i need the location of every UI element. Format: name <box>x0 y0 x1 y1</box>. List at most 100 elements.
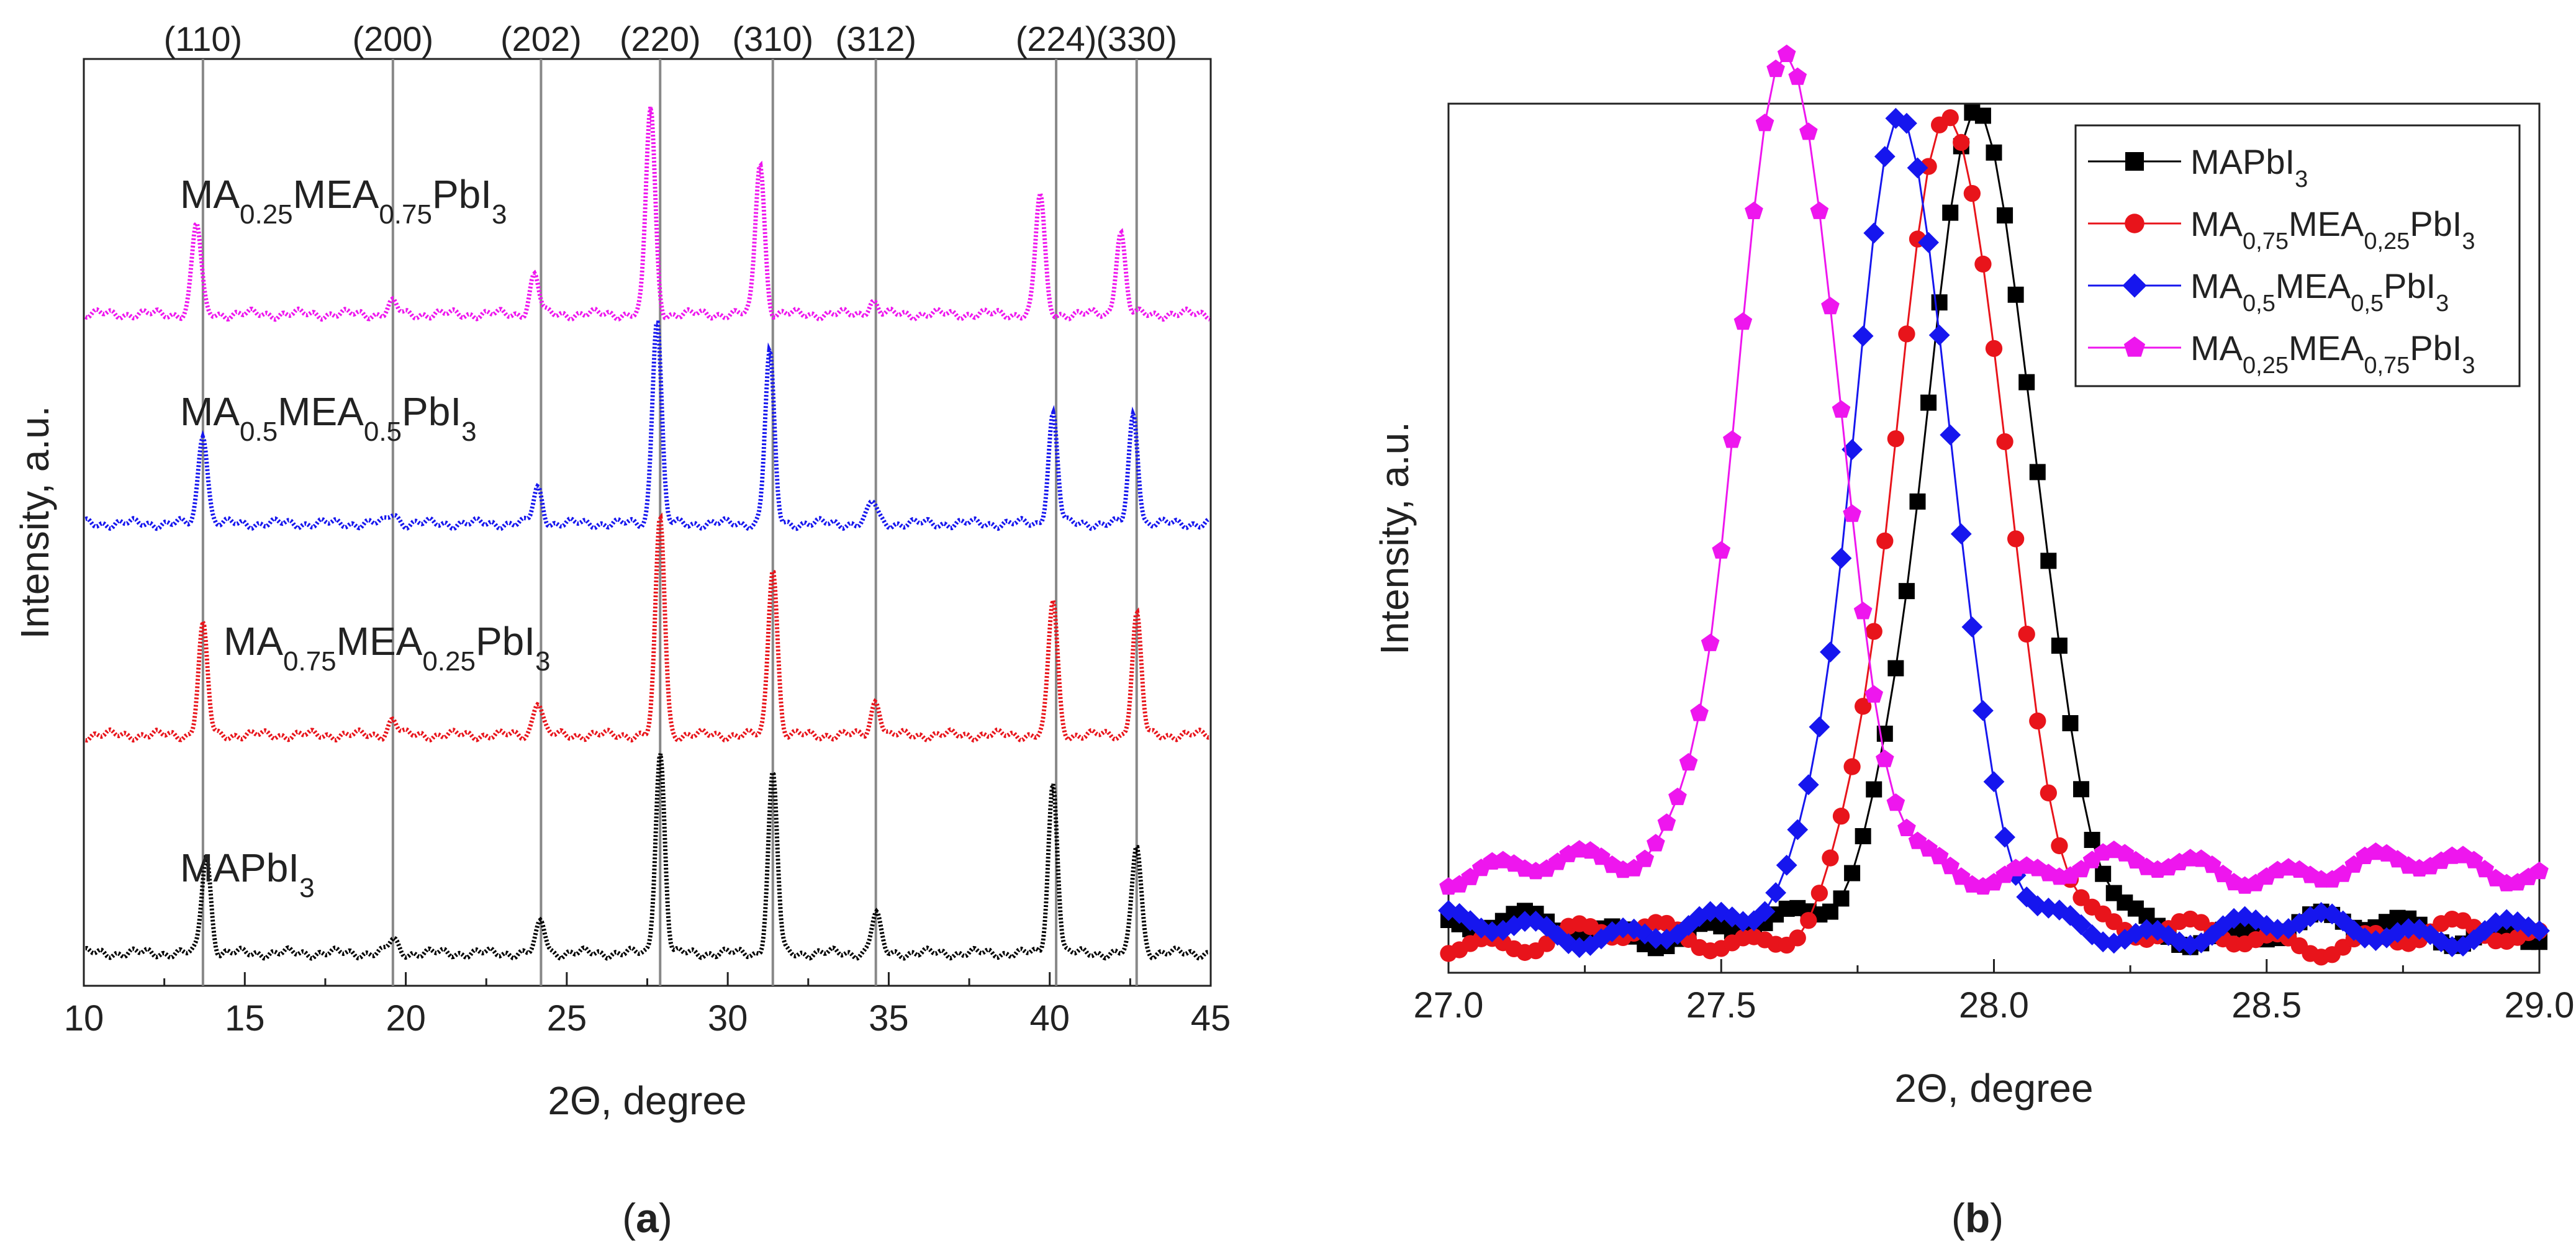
series-a-1: MA0.75MEA0.25PbI3 <box>85 512 1210 743</box>
data-point <box>1930 847 1949 865</box>
label-part-sub1: 0,5 <box>2243 291 2275 317</box>
x-tick-label: 28.5 <box>2231 985 2302 1026</box>
reflection-label: (312) <box>835 19 916 58</box>
data-point <box>2365 930 2387 952</box>
data-point <box>1855 698 1872 715</box>
x-tick-label: 25 <box>547 998 587 1039</box>
data-point <box>1918 232 1939 253</box>
series-a-3: MA0.25MEA0.75PbI3 <box>84 106 1211 322</box>
data-point <box>1942 204 1959 221</box>
data-point <box>1974 107 1991 124</box>
label-part-sub2: 0.25 <box>422 646 476 677</box>
data-point <box>1438 900 1459 921</box>
legend-item: MA0,5MEA0,5PbI3 <box>2088 266 2449 317</box>
data-point <box>1732 911 1754 932</box>
label-part-sub3: 3 <box>492 199 507 230</box>
data-point <box>1547 924 1568 946</box>
data-point <box>1907 157 1928 179</box>
data-point <box>1799 122 1818 140</box>
data-point <box>1973 700 1994 721</box>
data-point <box>1865 623 1882 640</box>
data-point <box>1830 548 1852 569</box>
data-point <box>2496 909 2518 931</box>
legend-label: MA0,25MEA0,75PbI3 <box>2190 328 2475 379</box>
data-point <box>1503 915 1525 937</box>
data-point <box>1536 916 1558 937</box>
data-point <box>1776 854 1797 876</box>
label-part-base: MA <box>2190 204 2243 243</box>
legend-item: MA0,25MEA0,75PbI3 <box>2088 328 2475 379</box>
data-point <box>1886 793 1905 811</box>
data-point <box>2529 920 2550 942</box>
data-point <box>2018 374 2035 390</box>
reflection-label: (220) <box>620 19 701 58</box>
data-point <box>1822 849 1839 867</box>
label-part-mid: MEA <box>337 619 423 664</box>
x-tick-label: 27.5 <box>1686 985 1756 1026</box>
x-tick-label: 15 <box>225 998 265 1039</box>
data-point <box>1788 67 1807 85</box>
data-point <box>2190 932 2212 954</box>
label-part-base: MA <box>224 619 283 664</box>
label-part-mid: MEA <box>2289 204 2364 243</box>
chart-a: (110) (200) (202) (220) (310) (312) (224)(330)… <box>12 19 1231 1241</box>
data-point <box>2040 552 2057 569</box>
label-part-sub1: 0.5 <box>240 417 278 447</box>
reflection-label: (202) <box>500 19 582 58</box>
paren: ( <box>622 1195 636 1241</box>
label-part-base: MA <box>180 389 240 434</box>
label-part-sub1: 0.75 <box>283 646 337 677</box>
data-point <box>1701 633 1720 651</box>
data-point <box>2289 913 2310 934</box>
x-tick-label: 45 <box>1191 998 1231 1039</box>
data-point <box>1855 827 1871 844</box>
data-point <box>1953 133 1970 151</box>
series-b-3 <box>1439 44 2549 895</box>
data-point <box>1789 929 1806 947</box>
data-point <box>2332 910 2354 932</box>
data-point <box>2354 927 2375 949</box>
data-point <box>1950 523 1972 544</box>
data-point <box>2073 781 2090 798</box>
reflection-label: (224) <box>1016 19 1097 58</box>
reflection-label: (310) <box>732 19 813 58</box>
data-point <box>2122 273 2147 298</box>
data-point <box>2016 886 2038 908</box>
data-point <box>2027 895 2048 917</box>
x-tick-label: 28.0 <box>1959 985 2029 1026</box>
series-a-0: MAPbI3 <box>85 753 1211 961</box>
data-point <box>2125 214 2144 233</box>
legend-label: MA0,5MEA0,5PbI3 <box>2190 266 2449 317</box>
data-point <box>2049 900 2070 921</box>
reflection-label: (200) <box>352 19 433 58</box>
data-point <box>1832 808 1850 825</box>
data-point <box>1843 758 1861 775</box>
data-point <box>2007 286 2024 303</box>
label-part-sub3: 3 <box>461 417 476 447</box>
data-point <box>1690 703 1709 721</box>
data-point <box>1470 918 1492 939</box>
x-tick-label: 29.0 <box>2505 985 2575 1026</box>
label-part-sub2: 0,75 <box>2364 353 2410 379</box>
legend-item: MA0,75MEA0,25PbI3 <box>2088 204 2475 255</box>
data-point <box>2029 712 2046 730</box>
data-point <box>1833 890 1850 907</box>
data-point <box>1809 716 1830 737</box>
y-axis-title: Intensity, a.u. <box>1372 422 1417 655</box>
data-point <box>1678 914 1699 936</box>
data-point <box>2051 638 2068 654</box>
data-point <box>2125 922 2146 944</box>
series-b-2 <box>1438 107 2550 958</box>
data-point <box>2408 919 2430 940</box>
label-part-tail: PbI <box>2384 266 2436 305</box>
data-point <box>1492 919 1514 941</box>
label-part-sub2: 0,25 <box>2364 228 2410 255</box>
data-point <box>1983 771 2005 793</box>
paren: ( <box>1951 1195 1965 1241</box>
data-point <box>1940 424 1961 446</box>
label-part-tail: PbI <box>476 619 535 664</box>
data-point <box>2007 530 2025 548</box>
label-part-mid: MEA <box>2275 266 2351 305</box>
data-point <box>1766 59 1785 78</box>
data-point <box>2441 936 2463 957</box>
